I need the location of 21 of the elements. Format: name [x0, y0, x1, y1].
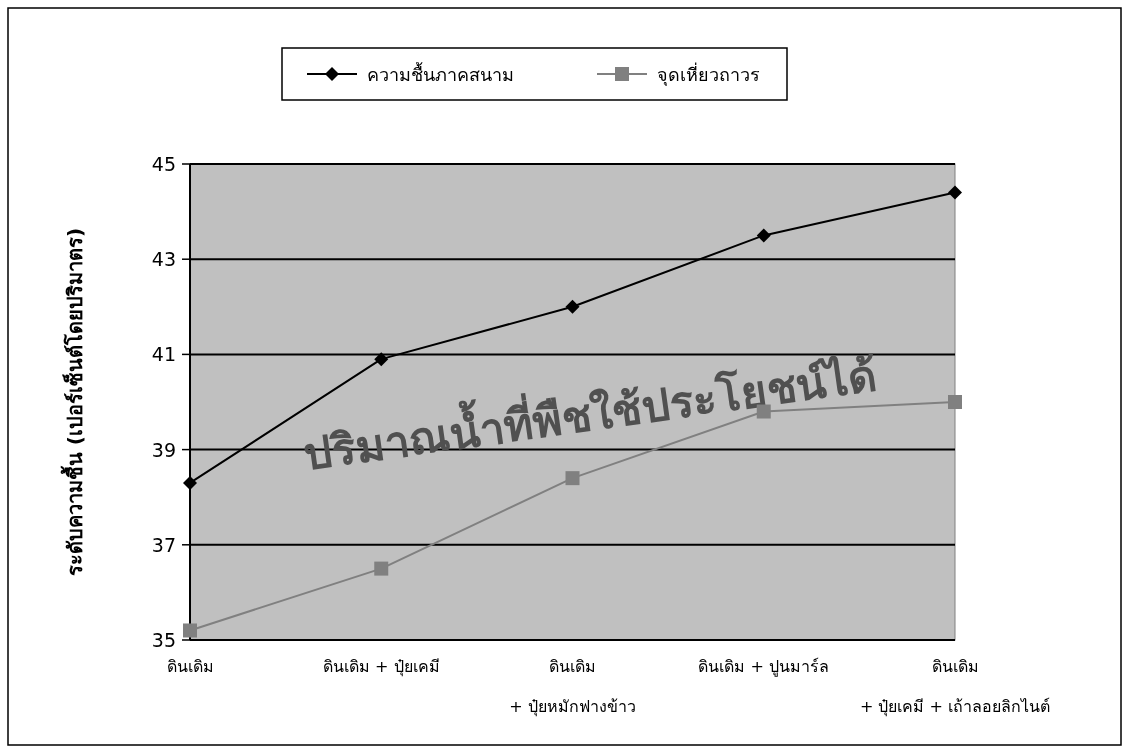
y-tick-label: 39 [151, 438, 176, 461]
x-tick-label: ดินเดิม + ปูนมาร์ล [698, 657, 830, 677]
y-tick-label: 45 [151, 153, 176, 175]
point [565, 471, 580, 486]
legend-label: ความชื้นภาคสนาม [367, 62, 514, 85]
y-tick-label: 37 [151, 533, 176, 556]
point [565, 299, 580, 314]
y-axis-title: ระดับความชื้น (เปอร์เซ็นต์โดยปริมาตร) [60, 227, 87, 577]
point [756, 228, 771, 243]
category-label: ดินเดิม + ปุ๋ยเคมี + เถ้าลอยลิกไนต์ [859, 657, 1051, 716]
point [948, 185, 962, 200]
point [374, 561, 389, 576]
y-tick-label: 43 [151, 248, 176, 271]
point [948, 395, 962, 409]
y-tick-label: 41 [151, 343, 176, 366]
legend-label: จุดเหี่ยวถาวร [657, 62, 760, 86]
x-tick-label: ดินเดิม [166, 657, 214, 676]
y-tick-label: 35 [151, 629, 176, 651]
point [183, 475, 197, 490]
x-tick-label: ดินเดิม + ปุ๋ยเคมี [322, 657, 440, 677]
category-label: ดินเดิม + ปุ๋ยหมักฟางข้าว [509, 657, 636, 716]
